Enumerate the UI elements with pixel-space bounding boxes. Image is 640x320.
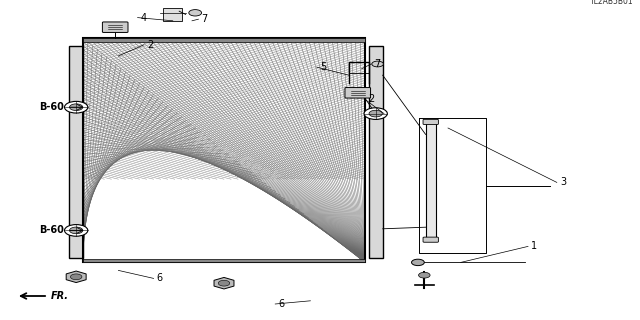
Bar [83,38,365,262]
Circle shape [419,272,430,278]
Polygon shape [214,277,234,289]
Bar [83,38,365,42]
Text: B-60: B-60 [39,225,64,236]
Polygon shape [66,271,86,283]
Text: 7: 7 [202,14,208,24]
Bar [0,262,640,320]
Bar [0,0,640,38]
Circle shape [70,104,83,110]
Bar [0,38,83,262]
Text: 5: 5 [320,62,326,72]
Bar [369,46,383,258]
FancyBboxPatch shape [423,119,438,124]
Text: 7: 7 [374,59,381,69]
Text: 6: 6 [278,299,285,309]
Circle shape [369,110,382,117]
Circle shape [65,101,88,113]
Bar [426,122,436,240]
Text: Parts Geek: Parts Geek [191,133,282,187]
Circle shape [218,280,230,286]
Bar [69,46,83,258]
Bar [163,8,182,21]
Circle shape [372,61,383,67]
FancyBboxPatch shape [102,22,128,32]
Text: 6: 6 [157,273,163,284]
FancyBboxPatch shape [345,88,371,98]
Text: 4: 4 [141,12,147,23]
Text: 3: 3 [560,177,566,188]
Circle shape [70,274,82,280]
Text: B-60: B-60 [39,102,64,112]
Circle shape [70,227,83,234]
Circle shape [364,108,387,119]
Bar [83,38,365,262]
Text: FR.: FR. [51,291,69,301]
Text: 2: 2 [368,94,374,104]
FancyBboxPatch shape [423,237,438,242]
Circle shape [412,259,424,266]
Circle shape [65,225,88,236]
Text: 1: 1 [531,241,538,252]
Bar [365,38,640,262]
Bar [83,259,365,262]
Text: 2: 2 [147,40,154,50]
Circle shape [189,10,202,16]
Text: TL2AB5B01: TL2AB5B01 [590,0,634,6]
